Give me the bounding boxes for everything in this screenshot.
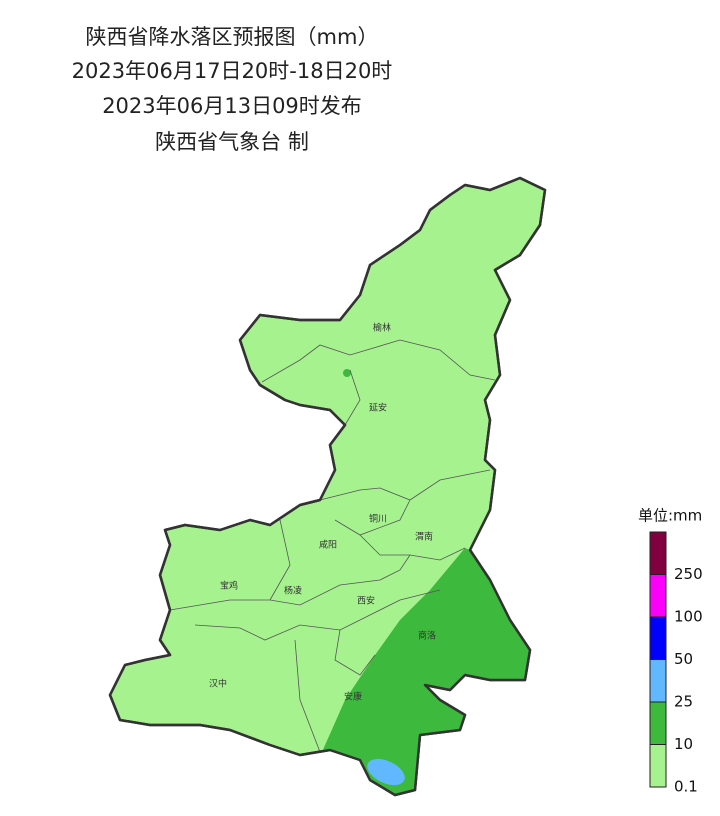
legend-label: 25 (674, 693, 693, 711)
legend-swatch (649, 531, 667, 575)
legend-label: 50 (674, 650, 693, 668)
province-border (108, 176, 547, 797)
rain-10mm-area (322, 548, 530, 795)
city-label: 榆林 (373, 322, 391, 334)
legend-label: 250 (674, 565, 703, 583)
legend-swatch (649, 659, 667, 703)
city-label: 杨凌 (284, 585, 302, 597)
legend-swatch (649, 574, 667, 618)
city-label: 商洛 (418, 630, 436, 642)
legend-swatch (649, 616, 667, 660)
city-label: 宝鸡 (220, 580, 238, 592)
city-label: 咸阳 (319, 539, 337, 551)
city-label: 汉中 (209, 678, 227, 690)
legend-swatch (649, 744, 667, 788)
rain-25mm-area (367, 758, 405, 786)
issuer: 陕西省气象台 制 (155, 130, 309, 154)
title: 陕西省降水落区预报图（mm） (86, 25, 379, 49)
city-label: 西安 (357, 595, 375, 607)
legend-swatch (649, 701, 667, 745)
issued: 2023年06月13日09时发布 (102, 94, 362, 118)
district-borders (169, 339, 496, 753)
city-label: 延安 (369, 402, 387, 414)
legend-label: 0.1 (674, 778, 698, 796)
city-label: 安康 (344, 691, 362, 703)
period: 2023年06月17日20时-18日20时 (72, 59, 393, 83)
city-label: 铜川 (369, 513, 387, 525)
city-label: 渭南 (415, 531, 433, 543)
legend-label: 100 (674, 608, 703, 626)
legend-title: 单位:mm (638, 507, 702, 525)
map (108, 176, 547, 797)
rain-spot (343, 369, 351, 377)
legend-label: 10 (674, 735, 693, 753)
